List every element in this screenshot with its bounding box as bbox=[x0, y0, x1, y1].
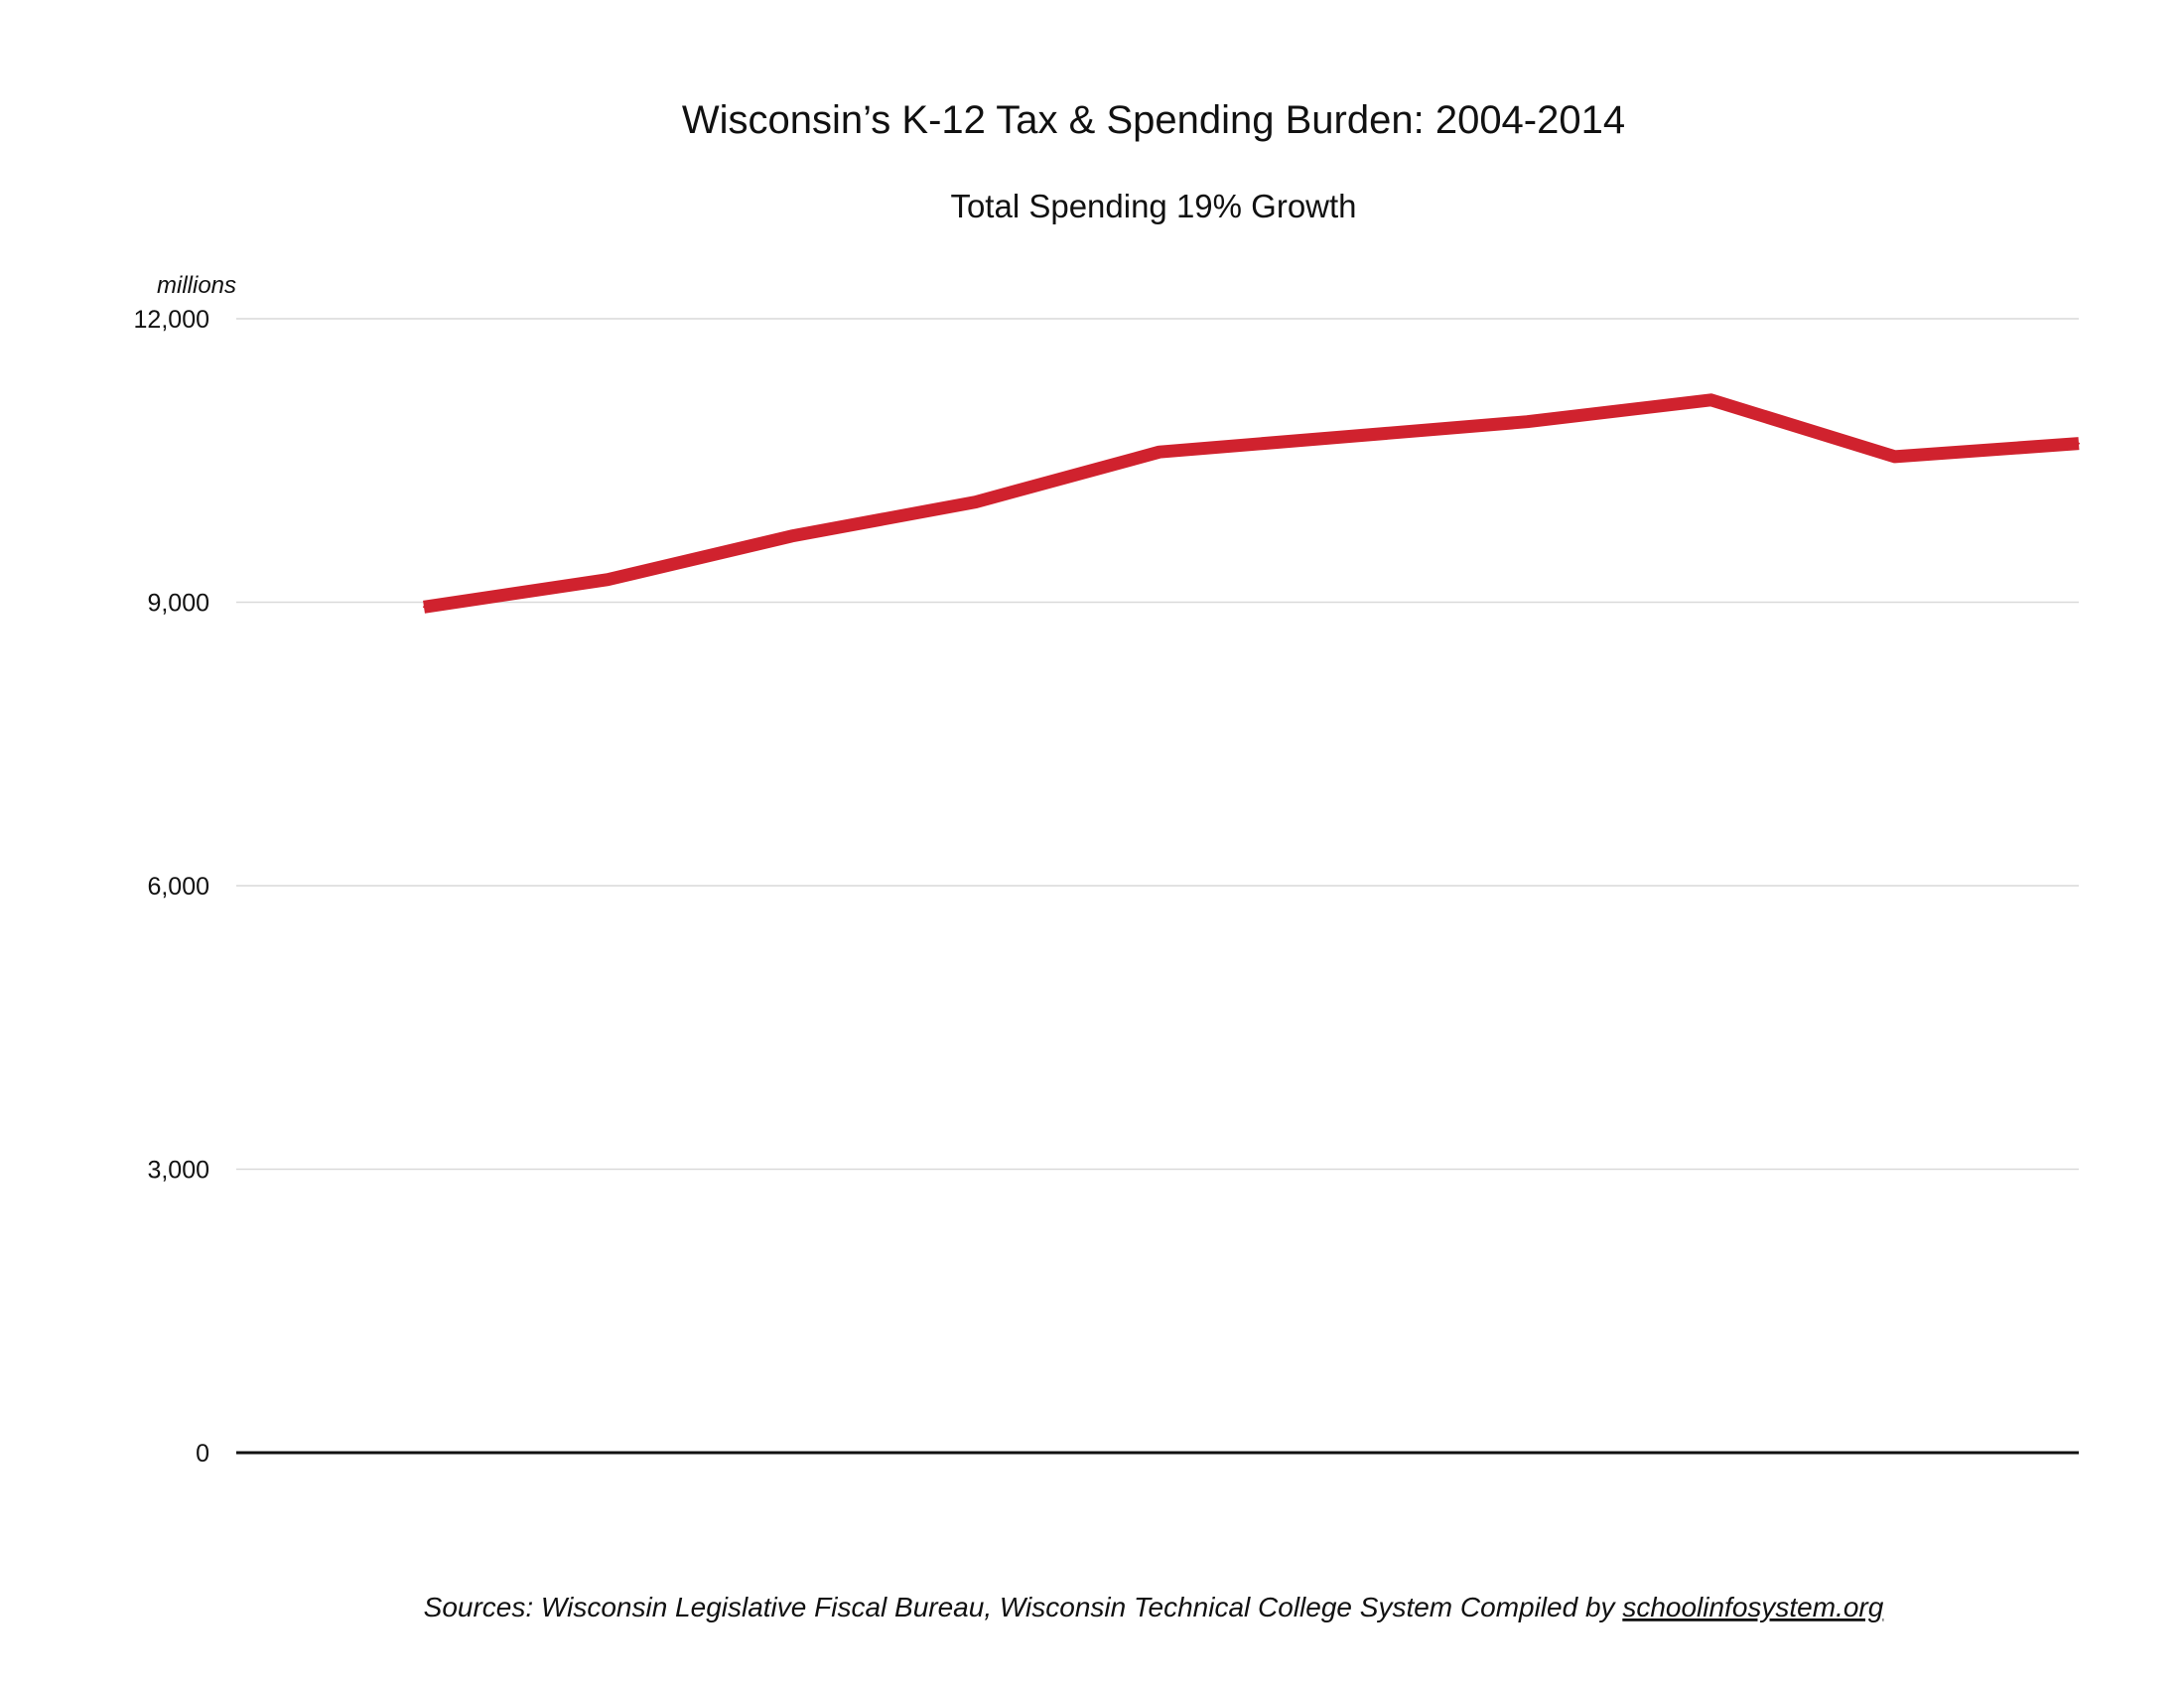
y-axis-unit-label: millions bbox=[157, 272, 236, 299]
data-point bbox=[974, 500, 977, 503]
footer-sources: Sources: Wisconsin Legislative Fiscal Bu… bbox=[424, 1592, 1884, 1622]
chart-subtitle: Total Spending 19% Growth bbox=[950, 188, 1356, 224]
y-axis-ticks: 0 3,000 6,000 9,000 12,000 bbox=[134, 306, 209, 1468]
footer-link[interactable]: schoolinfosystem.org bbox=[1622, 1592, 1883, 1622]
data-point bbox=[2078, 442, 2080, 445]
data-point bbox=[1342, 435, 1345, 438]
series-layer bbox=[423, 393, 2080, 614]
y-tick-label: 6,000 bbox=[147, 873, 209, 901]
data-point bbox=[1893, 455, 1896, 458]
y-tick-label: 9,000 bbox=[147, 590, 209, 618]
data-point bbox=[1709, 398, 1712, 401]
data-point bbox=[1158, 451, 1160, 454]
data-point bbox=[1526, 420, 1529, 423]
gridlines bbox=[236, 318, 2079, 1455]
data-point bbox=[607, 578, 610, 581]
y-tick-label: 12,000 bbox=[134, 306, 209, 334]
series-line bbox=[423, 393, 2080, 614]
data-point bbox=[423, 606, 425, 609]
chart-title: Wisconsin’s K-12 Tax & Spending Burden: … bbox=[682, 98, 1625, 142]
footer-sources-text: Sources: Wisconsin Legislative Fiscal Bu… bbox=[424, 1592, 1623, 1622]
data-point bbox=[790, 534, 793, 537]
y-tick-label: 3,000 bbox=[147, 1157, 209, 1185]
y-tick-label: 0 bbox=[196, 1440, 209, 1468]
